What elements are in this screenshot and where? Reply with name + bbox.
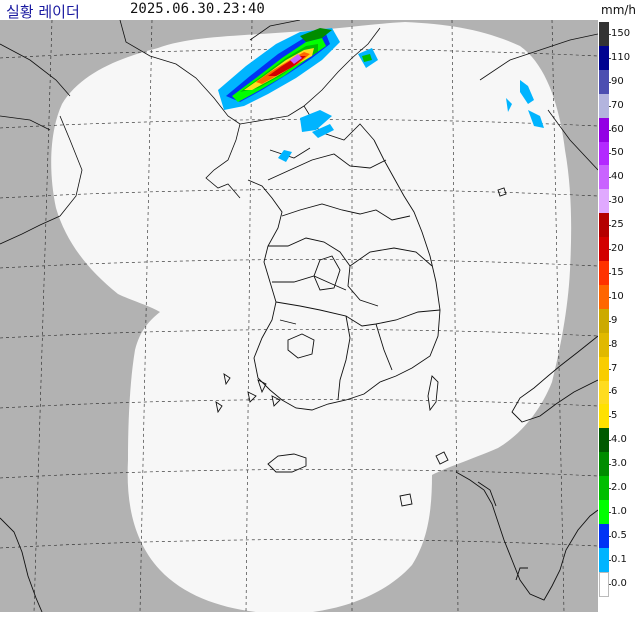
legend-swatch [599,476,609,501]
legend-swatch [599,141,609,167]
legend-swatch [599,22,609,47]
legend-tick [609,440,611,442]
legend-label: 70 [611,99,624,111]
legend-tick [609,225,611,227]
timestamp: 2025.06.30.23:40 [130,1,265,17]
page-title: 실황 레이더 [6,3,80,21]
legend-swatch [599,284,609,310]
legend-swatch [599,213,609,239]
korea-coastline [247,139,441,411]
legend-swatch [599,356,609,382]
legend-tick [609,201,611,203]
legend-tick [609,488,611,490]
radar-echoes [218,28,544,162]
legend-swatch [599,261,609,286]
legend-swatch [599,189,609,215]
radar-map-svg [0,20,598,612]
header-bar: 실황 레이더 2025.06.30.23:40 mm/h [0,0,635,21]
legend-label: 150 [611,27,631,39]
legend-swatch [599,93,609,119]
legend-swatch [599,571,609,597]
legend-tick [609,464,611,466]
legend-tick [609,368,611,370]
legend-label: 10 [611,290,624,302]
legend-label: 1.0 [611,505,627,517]
legend-tick [609,272,611,274]
legend-swatch [599,69,609,95]
legend-tick [609,344,611,346]
legend-label: 60 [611,123,624,135]
legend-label: 7 [611,362,618,374]
legend-swatch [599,428,609,454]
legend-swatch [599,117,609,143]
legend-tick [609,511,611,513]
legend-swatch [599,404,609,430]
legend-swatch [599,547,609,573]
legend-tick [609,416,611,418]
legend-label: 4.0 [611,434,627,446]
legend-swatch [599,332,609,358]
legend-label: 2.0 [611,482,627,494]
legend-label: 6 [611,386,618,398]
japan-coastline [0,335,598,612]
radar-map[interactable] [0,20,598,612]
legend-tick [609,153,611,155]
legend-tick [609,535,611,537]
islands [215,187,507,507]
legend-tick [609,559,611,561]
legend-label: 3.0 [611,458,627,470]
legend-label: 30 [611,195,624,207]
legend-swatch [599,165,609,191]
legend-tick [609,296,611,298]
legend-label: 9 [611,314,618,326]
legend-label: 25 [611,219,624,231]
legend-label: 5 [611,410,618,422]
legend-swatch [599,500,609,525]
legend-swatch [599,452,609,478]
legend-tick [609,249,611,251]
south-korea-map [247,139,441,411]
legend-label: 0.0 [611,577,627,589]
jeju-island [267,453,307,473]
legend-swatch [599,237,609,262]
unit-label: mm/h [601,3,635,17]
legend-swatch [599,308,609,334]
legend-tick [609,583,611,585]
legend-label: 8 [611,338,618,350]
legend-tick [609,81,611,83]
legend-swatch [599,523,609,549]
legend-tick [609,105,611,107]
legend-label: 20 [611,243,624,255]
legend-tick [609,177,611,179]
legend-swatch [599,380,609,406]
legend-label: 0.5 [611,529,627,541]
legend-label: 40 [611,171,624,183]
legend-swatch [599,45,609,71]
legend-label: 15 [611,266,624,278]
legend-tick [609,57,611,59]
legend-tick [609,320,611,322]
legend-label: 110 [611,51,631,63]
radar-coverage-area [51,22,572,612]
legend-label: 50 [611,147,624,159]
legend-label: 90 [611,75,624,87]
precipitation-legend: 150 110 90 70 60 50 40 30 25 20 15 10 9 8 7 6 5 4.0 3.0 2.0… [599,20,635,612]
legend-tick [609,33,611,35]
legend-tick [609,129,611,131]
legend-label: 0.1 [611,553,627,565]
legend-tick [609,392,611,394]
